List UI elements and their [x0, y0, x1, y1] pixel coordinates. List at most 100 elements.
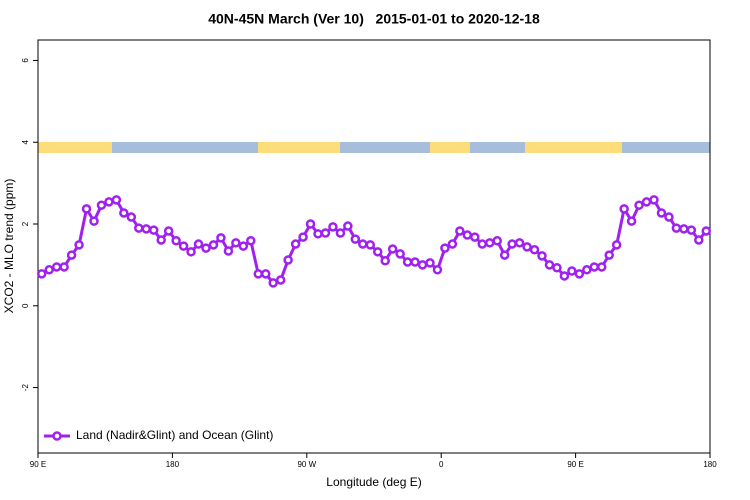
data-point — [582, 265, 592, 275]
data-point — [380, 256, 390, 266]
data-point — [36, 269, 47, 279]
y-axis-label: XCO2 - MLO trend (ppm) — [2, 179, 16, 314]
data-point — [66, 250, 77, 260]
data-point — [447, 239, 458, 249]
data-point — [574, 269, 585, 279]
data-point — [522, 242, 532, 252]
data-point — [313, 229, 323, 239]
data-point — [694, 235, 704, 245]
y-tick-label: 4 — [21, 139, 30, 144]
plot-frame — [37, 39, 711, 454]
data-point — [186, 247, 196, 257]
data-point — [104, 197, 114, 207]
data-point — [395, 249, 405, 259]
data-point — [89, 216, 99, 226]
data-point — [126, 212, 137, 222]
data-point — [432, 265, 443, 275]
data-point — [507, 239, 517, 249]
data-point — [275, 275, 286, 285]
data-point — [425, 258, 435, 268]
chart-title: 40N-45N March (Ver 10) 2015-01-01 to 202… — [208, 11, 540, 27]
data-point — [387, 244, 398, 254]
land-band — [525, 142, 622, 153]
data-point — [365, 240, 376, 250]
data-point — [298, 232, 308, 242]
data-point — [671, 223, 682, 233]
data-point — [111, 195, 122, 205]
data-point — [559, 271, 570, 281]
data-point — [611, 240, 622, 250]
data-point — [193, 239, 204, 249]
data-point — [664, 212, 674, 222]
data-point — [544, 260, 555, 270]
data-point — [604, 250, 614, 260]
y-tick-label: 0 — [21, 303, 30, 308]
data-point — [649, 195, 659, 205]
data-point — [372, 247, 383, 257]
data-point — [410, 257, 420, 267]
x-tick-label: 180 — [166, 460, 180, 469]
data-point — [148, 225, 159, 235]
data-point — [268, 278, 278, 288]
x-tick-label: 90 E — [567, 460, 583, 469]
data-point — [552, 263, 562, 273]
data-point — [529, 245, 540, 255]
x-tick-label: 90 W — [297, 460, 316, 469]
data-point — [119, 208, 129, 218]
data-point — [417, 260, 428, 270]
data-point — [201, 243, 211, 253]
data-point — [626, 216, 637, 226]
data-point — [260, 269, 271, 279]
data-point — [641, 197, 652, 207]
x-axis-label: Longitude (deg E) — [326, 475, 421, 489]
data-point — [231, 238, 241, 248]
data-point — [328, 222, 338, 232]
data-point — [358, 239, 368, 249]
data-point — [208, 240, 219, 250]
data-point — [163, 226, 174, 236]
data-point — [455, 226, 465, 236]
data-point — [350, 234, 361, 244]
y-tick-label: 2 — [21, 221, 30, 226]
data-point — [656, 208, 667, 218]
data-point — [634, 200, 644, 210]
data-point — [537, 251, 547, 261]
data-point — [59, 262, 69, 272]
data-point — [44, 265, 54, 275]
data-point — [619, 204, 629, 214]
legend-label: Land (Nadir&Glint) and Ocean (Glint) — [76, 428, 273, 442]
x-tick-label: 90 E — [30, 460, 46, 469]
data-point — [462, 230, 473, 240]
data-point — [246, 236, 256, 246]
data-point — [686, 225, 697, 235]
data-point — [74, 240, 84, 250]
data-point — [253, 269, 264, 279]
data-point — [514, 238, 525, 248]
data-point — [499, 250, 510, 260]
data-point — [477, 239, 488, 249]
land-band — [430, 142, 470, 153]
land-band — [258, 142, 340, 153]
data-point — [238, 241, 249, 251]
data-point — [701, 226, 712, 236]
data-point — [484, 238, 495, 248]
data-point — [305, 219, 316, 229]
data-point — [335, 228, 346, 238]
y-tick-label: 6 — [21, 58, 30, 63]
data-point — [679, 224, 689, 234]
data-point — [134, 223, 144, 233]
land-ocean-strip — [38, 142, 710, 153]
data-point — [51, 262, 62, 272]
data-point — [320, 228, 331, 238]
data-point — [81, 204, 92, 214]
data-point — [402, 257, 413, 267]
data-point — [223, 246, 234, 256]
data-point — [96, 200, 107, 210]
legend-marker — [52, 431, 62, 441]
data-point — [589, 262, 600, 272]
data-point — [492, 236, 502, 246]
land-band — [38, 142, 112, 153]
data-point — [156, 235, 166, 245]
x-tick-label: 180 — [703, 460, 717, 469]
data-point — [343, 221, 353, 231]
